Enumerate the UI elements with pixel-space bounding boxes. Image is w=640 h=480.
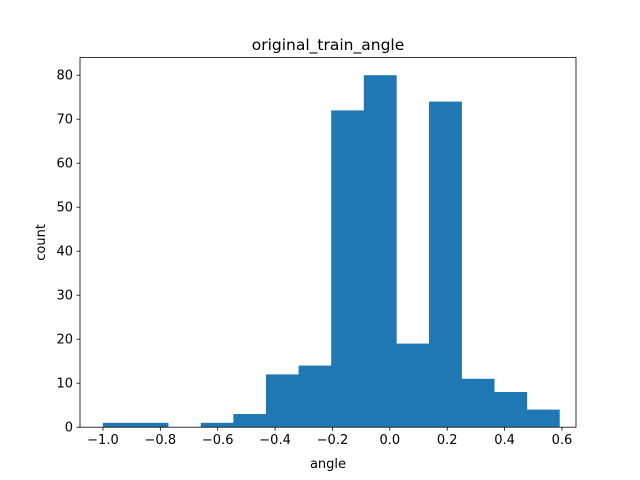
x-axis-ticks: −1.0 −0.8 −0.6 −0.4 −0.2 0.0 0.2 0.4 0.6	[87, 427, 572, 448]
x-tick-label: −0.8	[145, 433, 177, 448]
x-tick-label: 0.0	[379, 433, 400, 448]
y-tick-label: 50	[56, 201, 73, 216]
histogram-bar-13	[526, 409, 560, 428]
histogram-bars	[102, 75, 560, 428]
histogram-bar-0	[102, 422, 136, 428]
histogram-bar-9	[396, 343, 430, 428]
histogram-bar-11	[461, 378, 495, 428]
y-tick-label: 0	[65, 421, 73, 436]
histogram-bar-1	[135, 422, 169, 428]
x-tick-label: −1.0	[87, 433, 119, 448]
y-tick-label: 30	[56, 289, 73, 304]
x-axis-label: angle	[310, 457, 346, 472]
x-tick-label: 0.4	[494, 433, 515, 448]
histogram-bar-4	[233, 414, 267, 428]
histogram-bar-6	[298, 365, 332, 428]
x-tick-label: −0.6	[202, 433, 234, 448]
y-tick-label: 60	[56, 157, 73, 172]
y-axis-label: count	[34, 224, 49, 261]
histogram-bar-12	[494, 392, 528, 428]
x-tick-label: 0.2	[437, 433, 458, 448]
histogram-bar-8	[363, 75, 397, 428]
y-tick-label: 70	[56, 113, 73, 128]
histogram-bar-7	[331, 110, 365, 428]
y-tick-label: 40	[56, 245, 73, 260]
y-axis-ticks: 0 10 20 30 40 50 60 70 80	[56, 69, 80, 436]
y-tick-label: 20	[56, 333, 73, 348]
axes-frame	[79, 57, 577, 428]
chart-title: original_train_angle	[252, 36, 405, 55]
x-tick-label: −0.4	[259, 433, 291, 448]
x-tick-label: −0.2	[317, 433, 349, 448]
x-tick-label: 0.6	[552, 433, 573, 448]
y-tick-label: 10	[56, 377, 73, 392]
y-tick-label: 80	[56, 69, 73, 84]
histogram-bar-3	[200, 422, 234, 428]
histogram-bar-10	[429, 101, 462, 428]
histogram-bar-5	[265, 374, 299, 428]
